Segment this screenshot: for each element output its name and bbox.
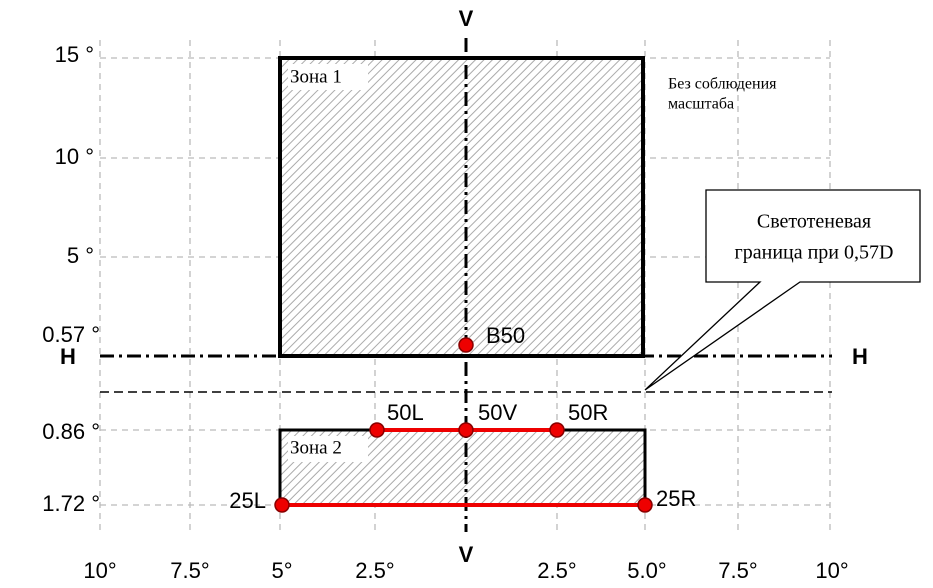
zone-label-bg: [288, 436, 368, 462]
x-label: 7.5°: [718, 558, 757, 583]
point-label: 50R: [568, 400, 608, 425]
x-label: 2.5°: [355, 558, 394, 583]
axis-label: H: [852, 344, 868, 369]
callout-text: Светотеневая: [757, 211, 871, 233]
point-label: B50: [486, 323, 525, 348]
note: Без соблюдения: [668, 76, 777, 93]
zone-label: Зона 2: [290, 437, 342, 458]
y-label: 0.57 °: [42, 322, 100, 347]
x-label: 10°: [815, 558, 848, 583]
note: масштаба: [668, 96, 734, 113]
zone-label-bg: [288, 64, 368, 90]
point: [369, 422, 385, 438]
x-label: 7.5°: [170, 558, 209, 583]
point: [274, 497, 290, 513]
point: [637, 497, 653, 513]
x-label: 5°: [271, 558, 292, 583]
callout-box: [644, 189, 921, 391]
points: [274, 337, 653, 513]
y-label: 1.72 °: [42, 491, 100, 516]
y-label: 5 °: [67, 243, 94, 268]
callout-text: граница при 0,57D: [735, 242, 894, 264]
point-label: 25L: [229, 488, 266, 513]
x-label: 5.0°: [627, 558, 666, 583]
point-label: 25R: [656, 486, 696, 511]
axis-label: H: [60, 344, 76, 369]
point-label: 50V: [478, 400, 517, 425]
point: [549, 422, 565, 438]
point: [458, 337, 474, 353]
point-label: 50L: [387, 400, 424, 425]
axis-label: V: [459, 542, 474, 567]
zone-label: Зона 1: [290, 66, 342, 87]
x-label: 10°: [83, 558, 116, 583]
y-label: 10 °: [55, 144, 94, 169]
point: [458, 422, 474, 438]
zone-1: [278, 56, 645, 358]
axis-label: V: [459, 6, 474, 31]
x-label: 2.5°: [537, 558, 576, 583]
y-label: 0.86 °: [42, 419, 100, 444]
y-label: 15 °: [55, 42, 94, 67]
